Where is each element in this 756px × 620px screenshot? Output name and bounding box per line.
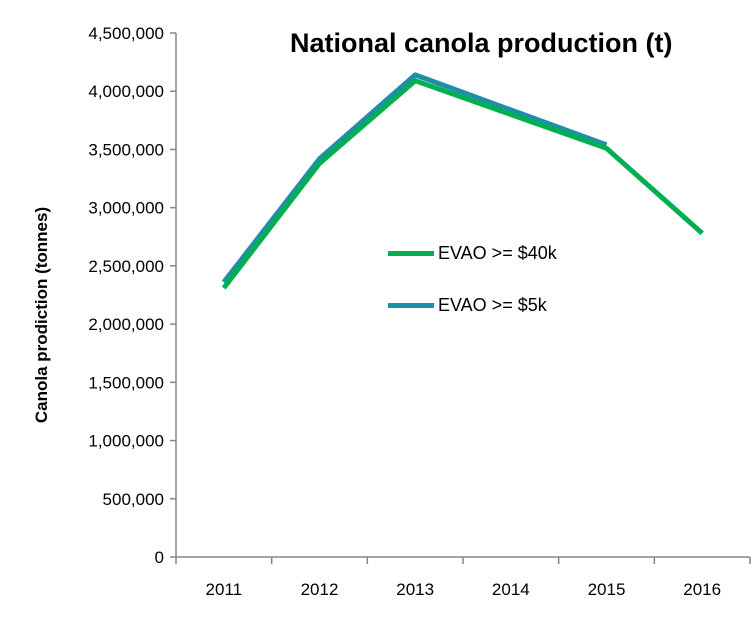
- x-tick-label: 2016: [683, 580, 721, 599]
- legend-label-evao-40k: EVAO >= $40k: [438, 243, 557, 263]
- x-tick-label: 2012: [301, 580, 339, 599]
- y-tick-label: 3,500,000: [88, 140, 164, 159]
- x-tick-label: 2013: [396, 580, 434, 599]
- x-tick-label: 2014: [492, 580, 530, 599]
- x-tick-label: 2011: [206, 580, 243, 599]
- y-tick-label: 1,000,000: [88, 432, 164, 451]
- y-tick-label: 2,000,000: [88, 315, 164, 334]
- series-line-evao-5k: [221, 72, 608, 284]
- y-tick-label: 1,500,000: [88, 373, 164, 392]
- y-tick-label: 2,500,000: [88, 257, 164, 276]
- legend-swatch-evao-5k: [388, 303, 434, 308]
- y-tick-label: 500,000: [103, 490, 164, 509]
- y-tick-label: 0: [155, 548, 164, 567]
- y-tick-label: 4,000,000: [88, 82, 164, 101]
- legend-swatch-evao-40k: [388, 251, 434, 256]
- y-tick-label: 3,000,000: [88, 199, 164, 218]
- y-tick-label: 4,500,000: [88, 24, 164, 43]
- x-tick-label: 2015: [588, 580, 626, 599]
- series-line-evao-40k: [221, 78, 704, 290]
- chart-title: National canola production (t): [290, 28, 673, 58]
- legend-label-evao-5k: EVAO >= $5k: [438, 295, 547, 315]
